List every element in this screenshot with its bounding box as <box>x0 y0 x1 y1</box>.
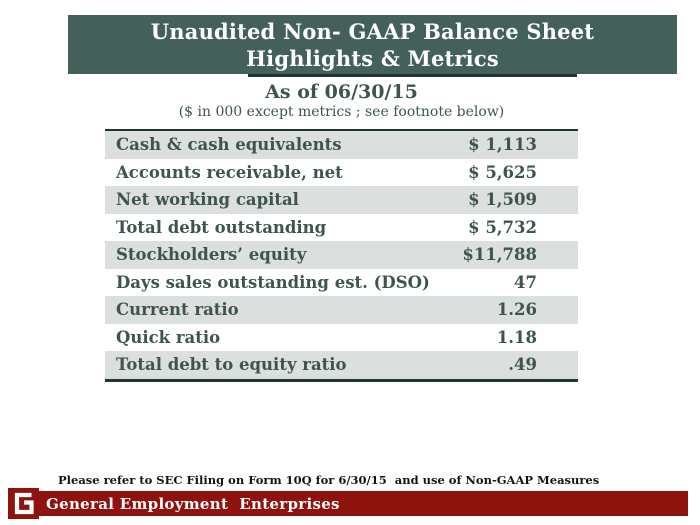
row-label: Stockholders’ equity <box>116 245 307 265</box>
title-line-2: Highlights & Metrics <box>246 45 499 71</box>
table-row: Current ratio 1.26 <box>105 296 578 324</box>
row-label: Total debt to equity ratio <box>116 355 347 375</box>
table-row: Quick ratio 1.18 <box>105 323 578 351</box>
row-value: $ 5,732 <box>468 217 537 237</box>
units-note: ($ in 000 except metrics ; see footnote … <box>178 104 505 120</box>
table-row: Total debt to equity ratio .49 <box>105 351 578 379</box>
table-row: Accounts receivable, net $ 5,625 <box>105 158 578 186</box>
row-label: Total debt outstanding <box>116 217 327 237</box>
title-banner: Unaudited Non- GAAP Balance Sheet Highli… <box>68 15 677 74</box>
table-row: Net working capital $ 1,509 <box>105 186 578 214</box>
footer-bar: General Employment Enterprises <box>14 491 688 516</box>
table-row: Total debt outstanding $ 5,732 <box>105 213 578 241</box>
row-label: Quick ratio <box>116 327 221 347</box>
company-logo <box>8 488 39 519</box>
row-value: $11,788 <box>462 245 537 265</box>
row-value: 1.18 <box>496 327 537 347</box>
g-monogram-icon <box>8 488 39 519</box>
row-label: Days sales outstanding est. (DSO) <box>116 272 430 292</box>
row-label: Cash & cash equivalents <box>116 135 342 155</box>
date-heading: As of 06/30/15 <box>265 81 418 103</box>
title-line-1: Unaudited Non- GAAP Balance Sheet <box>150 18 595 44</box>
row-value: $ 5,625 <box>468 162 537 182</box>
table-row: Stockholders’ equity $11,788 <box>105 241 578 269</box>
row-value: 1.26 <box>496 300 537 320</box>
row-value: 47 <box>514 272 537 292</box>
table-row: Days sales outstanding est. (DSO) 47 <box>105 268 578 296</box>
title-underline <box>248 74 577 77</box>
row-label: Current ratio <box>116 300 239 320</box>
row-label: Accounts receivable, net <box>116 162 343 182</box>
company-name: General Employment Enterprises <box>46 494 340 513</box>
row-value: $ 1,509 <box>468 190 537 210</box>
table-row: Cash & cash equivalents $ 1,113 <box>105 131 578 159</box>
row-label: Net working capital <box>116 190 299 210</box>
row-value: .49 <box>508 355 537 375</box>
metrics-table: Cash & cash equivalents $ 1,113 Accounts… <box>105 129 578 382</box>
row-value: $ 1,113 <box>468 135 537 155</box>
